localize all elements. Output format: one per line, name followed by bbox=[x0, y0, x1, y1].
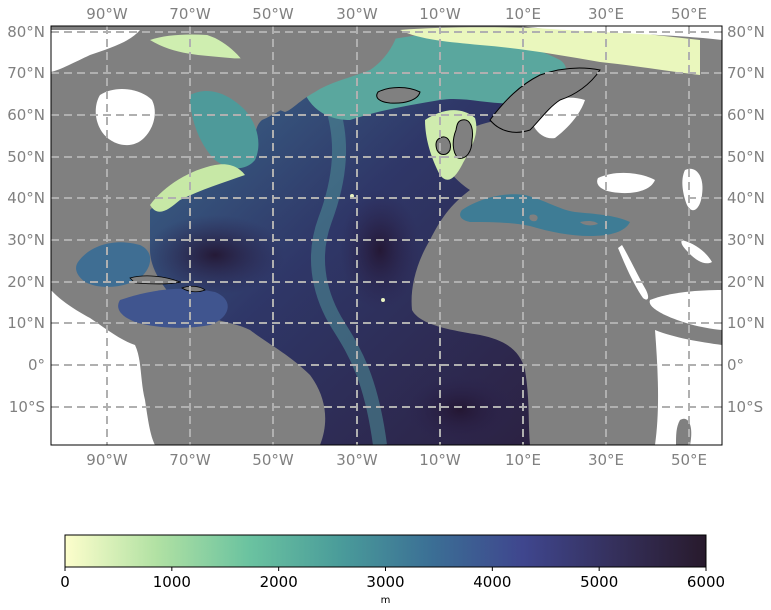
lat-label-right: 50°N bbox=[727, 148, 765, 166]
lat-label-right: 80°N bbox=[727, 23, 765, 41]
lon-label-bottom: 50°W bbox=[252, 451, 294, 469]
lat-label-left: 30°N bbox=[7, 231, 45, 249]
lat-label-left: 10°S bbox=[9, 398, 45, 416]
lat-label-left: 40°N bbox=[7, 189, 45, 207]
deep-basin-east bbox=[340, 190, 420, 310]
ireland bbox=[436, 137, 450, 155]
lat-label-right: 10°S bbox=[727, 398, 763, 416]
map-content bbox=[51, 26, 722, 445]
lon-labels-top: 90°W 70°W 50°W 30°W 10°W 10°E 30°E 50°E bbox=[86, 5, 707, 23]
lat-label-right: 30°N bbox=[727, 231, 765, 249]
map-canvas: 90°W 70°W 50°W 30°W 10°W 10°E 30°E 50°E … bbox=[0, 0, 771, 470]
colorbar-tick-label: 4000 bbox=[473, 573, 511, 591]
lon-label-bottom: 70°W bbox=[169, 451, 211, 469]
lat-labels-left: 80°N 70°N 60°N 50°N 40°N 30°N 20°N 10°N … bbox=[7, 23, 45, 416]
colorbar-tick-label: 1000 bbox=[153, 573, 191, 591]
lon-label-top: 30°E bbox=[588, 5, 624, 23]
lon-label-top: 30°W bbox=[336, 5, 378, 23]
colorbar-tick-label: 6000 bbox=[687, 573, 725, 591]
colorbar-tick-label: 5000 bbox=[580, 573, 618, 591]
colorbar-ticks: 0 1000 2000 3000 4000 5000 6000 bbox=[60, 567, 725, 591]
lat-label-left: 60°N bbox=[7, 106, 45, 124]
lat-label-left: 70°N bbox=[7, 64, 45, 82]
lon-label-top: 50°W bbox=[252, 5, 294, 23]
lat-label-right: 60°N bbox=[727, 106, 765, 124]
lat-label-right: 40°N bbox=[727, 189, 765, 207]
lon-label-top: 10°E bbox=[505, 5, 541, 23]
colorbar-tick-label: 0 bbox=[60, 573, 70, 591]
lon-label-bottom: 10°E bbox=[505, 451, 541, 469]
lon-label-top: 50°E bbox=[671, 5, 707, 23]
lat-label-left: 10°N bbox=[7, 314, 45, 332]
colorbar: 0 1000 2000 3000 4000 5000 6000 m bbox=[0, 470, 771, 610]
colorbar-unit-label: m bbox=[381, 595, 391, 606]
colorbar-strip bbox=[65, 535, 706, 567]
lat-label-left: 50°N bbox=[7, 148, 45, 166]
lon-label-bottom: 50°E bbox=[671, 451, 707, 469]
lon-label-bottom: 30°E bbox=[588, 451, 624, 469]
lon-label-bottom: 90°W bbox=[86, 451, 128, 469]
lat-label-left: 0° bbox=[28, 356, 45, 374]
lat-label-right: 70°N bbox=[727, 64, 765, 82]
lat-label-left: 20°N bbox=[7, 273, 45, 291]
lat-label-right: 0° bbox=[727, 356, 744, 374]
lon-label-top: 10°W bbox=[419, 5, 461, 23]
colorbar-tick-label: 3000 bbox=[366, 573, 404, 591]
lon-label-bottom: 10°W bbox=[419, 451, 461, 469]
colorbar-tick-label: 2000 bbox=[260, 573, 298, 591]
lat-label-right: 20°N bbox=[727, 273, 765, 291]
lat-label-left: 80°N bbox=[7, 23, 45, 41]
cape-verde-islands bbox=[381, 298, 385, 302]
lat-labels-right: 80°N 70°N 60°N 50°N 40°N 30°N 20°N 10°N … bbox=[727, 23, 765, 416]
lat-label-right: 10°N bbox=[727, 314, 765, 332]
deep-basin-south bbox=[405, 375, 515, 445]
lon-label-bottom: 30°W bbox=[336, 451, 378, 469]
lon-label-top: 90°W bbox=[86, 5, 128, 23]
lon-label-top: 70°W bbox=[169, 5, 211, 23]
lon-labels-bottom: 90°W 70°W 50°W 30°W 10°W 10°E 30°E 50°E bbox=[86, 451, 707, 469]
bathymetry-map: 90°W 70°W 50°W 30°W 10°W 10°E 30°E 50°E … bbox=[0, 0, 771, 470]
